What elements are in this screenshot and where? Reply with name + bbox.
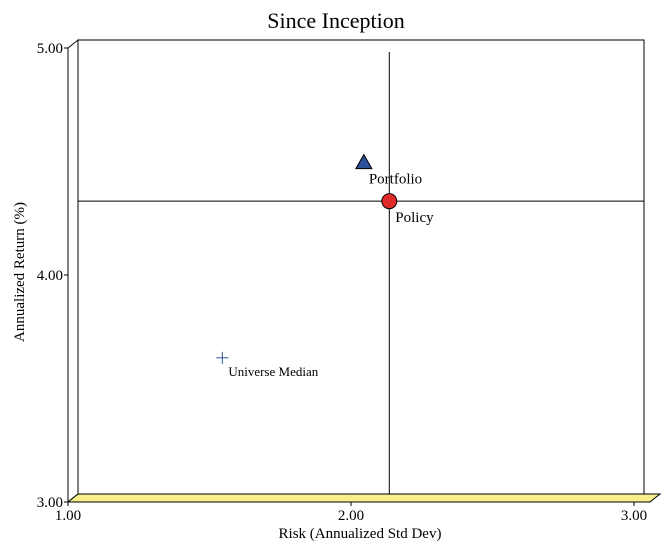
universe-median-label: Universe Median bbox=[228, 364, 318, 379]
y-axis-label: Annualized Return (%) bbox=[12, 202, 28, 342]
x-axis-label: Risk (Annualized Std Dev) bbox=[279, 526, 442, 542]
axis-ticks: 1.00 2.00 3.00 3.00 4.00 5.00 bbox=[37, 41, 647, 524]
crosshair bbox=[78, 52, 644, 494]
y-tick-label: 3.00 bbox=[37, 495, 63, 511]
x-tick-label: 3.00 bbox=[621, 508, 647, 524]
x-tick-label: 2.00 bbox=[338, 508, 364, 524]
x-tick-label: 1.00 bbox=[55, 508, 81, 524]
plot-area bbox=[77, 39, 645, 495]
y-tick-label: 5.00 bbox=[37, 41, 63, 57]
policy-marker bbox=[381, 193, 398, 210]
portfolio-marker bbox=[354, 153, 373, 170]
chart-title: Since Inception bbox=[267, 8, 404, 33]
data-points: Portfolio Policy Universe Median bbox=[216, 153, 434, 379]
y-tick-label: 4.00 bbox=[37, 268, 63, 284]
chart-left-wall bbox=[67, 38, 79, 504]
portfolio-label: Portfolio bbox=[369, 172, 422, 188]
policy-label: Policy bbox=[395, 210, 434, 226]
chart-floor bbox=[66, 493, 662, 503]
